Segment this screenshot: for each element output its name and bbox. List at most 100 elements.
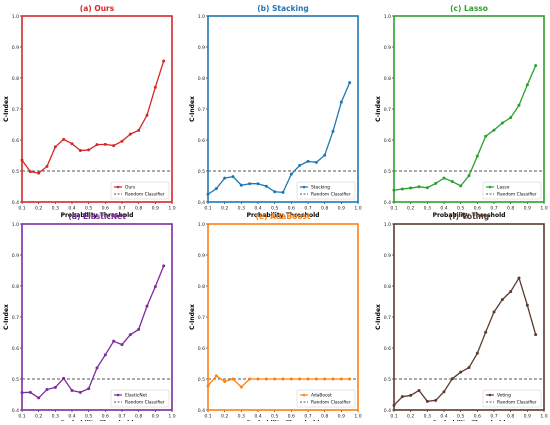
data-point	[314, 377, 318, 381]
x-tick-label: 0.4	[440, 206, 447, 212]
y-tick-label: 0.9	[198, 45, 205, 51]
x-tick-label: 0.9	[524, 206, 531, 212]
y-tick-label: 0.5	[198, 377, 205, 383]
y-tick-label: 0.4	[198, 200, 205, 206]
x-tick-label: 1.0	[540, 414, 547, 420]
x-tick-label: 0.7	[490, 206, 497, 212]
x-tick-label: 0.2	[35, 414, 42, 420]
data-point	[153, 85, 157, 89]
x-tick-label: 0.3	[238, 206, 245, 212]
data-point	[339, 100, 343, 104]
data-point	[256, 182, 260, 186]
series-line	[21, 60, 165, 174]
legend-reference-label: Random Classifier	[125, 192, 165, 198]
data-point	[112, 339, 116, 343]
x-tick-label: 0.9	[338, 206, 345, 212]
legend-series-marker	[302, 185, 306, 189]
x-tick-label: 0.2	[221, 206, 228, 212]
data-point	[273, 190, 277, 194]
x-tick-label: 0.1	[18, 206, 25, 212]
x-tick-label: 0.7	[118, 414, 125, 420]
data-point	[409, 393, 413, 397]
data-point	[248, 377, 252, 381]
x-tick-label: 0.1	[390, 206, 397, 212]
data-point	[517, 103, 521, 107]
data-point	[417, 185, 421, 189]
series-line	[207, 82, 351, 195]
data-point	[434, 181, 438, 185]
x-tick-label: 0.8	[507, 206, 514, 212]
y-tick-label: 0.5	[384, 377, 391, 383]
y-axis-label: C-Index	[189, 96, 196, 122]
x-tick-label: 1.0	[354, 206, 361, 212]
data-point	[298, 377, 302, 381]
data-point	[323, 153, 327, 157]
data-point	[28, 390, 32, 394]
y-tick-label: 0.8	[198, 76, 205, 82]
chart-title: (a) Ours	[80, 4, 115, 13]
y-tick-label: 1.0	[198, 222, 205, 228]
x-tick-label: 0.9	[152, 206, 159, 212]
data-point	[214, 187, 218, 191]
data-point	[128, 132, 132, 136]
y-tick-label: 0.8	[12, 76, 19, 82]
y-tick-label: 0.7	[384, 315, 391, 321]
data-point	[339, 377, 343, 381]
data-point	[400, 395, 404, 399]
chart-title: (c) Lasso	[450, 4, 488, 13]
y-tick-label: 0.7	[12, 107, 19, 113]
y-tick-label: 0.4	[12, 200, 19, 206]
x-tick-label: 0.5	[271, 206, 278, 212]
data-point	[434, 398, 438, 402]
data-point	[128, 333, 132, 337]
data-point	[348, 377, 352, 381]
data-point	[400, 187, 404, 191]
x-tick-label: 0.7	[490, 414, 497, 420]
y-axis-label: C-Index	[375, 304, 382, 330]
x-tick-label: 0.2	[407, 414, 414, 420]
chart-panel-1: (a) Ours 0.4 0.5 0.6 0.7 0.8 0.9 1.0 0.1 0.2 0.3 0.…	[3, 4, 176, 219]
x-tick-label: 0.8	[321, 206, 328, 212]
y-tick-label: 1.0	[384, 222, 391, 228]
y-tick-label: 0.9	[384, 253, 391, 259]
data-point	[70, 142, 74, 146]
data-point	[28, 170, 32, 174]
data-point	[62, 376, 66, 380]
x-tick-label: 0.7	[304, 206, 311, 212]
x-tick-label: 0.6	[474, 414, 481, 420]
data-point	[459, 370, 463, 374]
data-point	[214, 374, 218, 378]
data-point	[442, 390, 446, 394]
data-point	[120, 139, 124, 143]
y-tick-label: 0.6	[384, 138, 391, 144]
y-tick-label: 0.8	[384, 76, 391, 82]
legend-reference-label: Random Classifier	[497, 400, 537, 406]
chart-panel-2: (b) Stacking 0.4 0.5 0.6 0.7 0.8 0.9 1.0 0.1 0.2 0…	[189, 4, 362, 219]
legend-box	[482, 181, 542, 200]
legend-series-label: Stacking	[311, 185, 330, 191]
y-tick-label: 0.8	[12, 284, 19, 290]
legend-box	[110, 181, 170, 200]
data-point	[492, 310, 496, 314]
y-tick-label: 0.8	[384, 284, 391, 290]
legend-series-marker	[116, 393, 120, 397]
data-point	[534, 64, 538, 68]
y-tick-label: 0.4	[198, 408, 205, 414]
x-tick-label: 0.5	[457, 206, 464, 212]
data-point	[162, 59, 166, 63]
y-axis-label: C-Index	[189, 304, 196, 330]
x-tick-label: 0.9	[524, 414, 531, 420]
panel-frame	[21, 223, 173, 411]
data-point	[409, 186, 413, 190]
x-tick-label: 0.9	[152, 414, 159, 420]
y-axis-label: C-Index	[3, 96, 10, 122]
panel-frame	[207, 223, 359, 411]
data-point	[289, 172, 293, 176]
data-point	[450, 180, 454, 184]
y-tick-label: 0.9	[12, 45, 19, 51]
x-tick-label: 0.8	[135, 414, 142, 420]
data-point	[137, 327, 141, 331]
